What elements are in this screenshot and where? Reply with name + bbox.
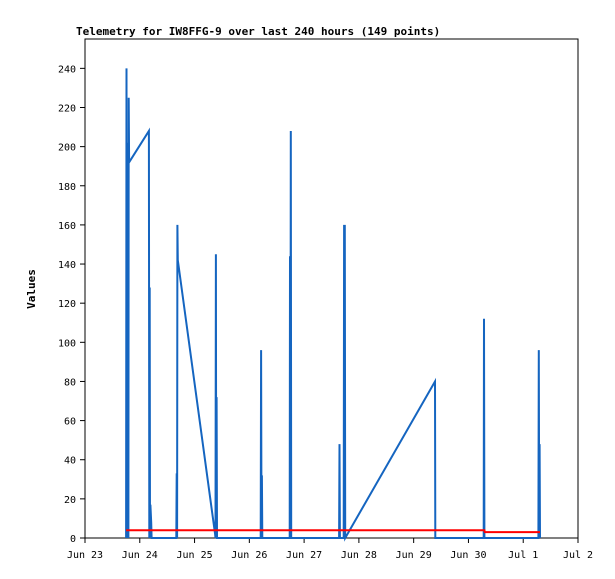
- series-line-1: [126, 529, 540, 534]
- x-axis: Jun 23 Jun 24 Jun 25 Jun 26 Jun 27 Jun 28 Jun …: [67, 538, 593, 561]
- series-line-0: [125, 68, 541, 542]
- x-tick-label: Jun 26: [231, 550, 267, 561]
- y-tick-label: 100: [58, 338, 76, 349]
- x-tick-label: Jun 24: [122, 550, 158, 561]
- y-tick-label: 120: [58, 299, 76, 310]
- chart-title: Telemetry for IW8FFG-9 over last 240 hou…: [76, 25, 440, 38]
- x-tick-label: Jun 27: [286, 550, 322, 561]
- series-layer: [125, 68, 541, 542]
- y-tick-label: 180: [58, 182, 76, 193]
- y-axis: 0 20 40 60 80 100 120 140 160 180 200 220 240: [58, 64, 85, 545]
- y-tick-label: 140: [58, 260, 76, 271]
- y-tick-label: 20: [64, 495, 76, 506]
- y-tick-label: 240: [58, 64, 76, 75]
- y-tick-label: 80: [64, 377, 76, 388]
- y-tick-label: 200: [58, 143, 76, 154]
- x-tick-label: Jun 30: [450, 550, 486, 561]
- y-tick-label: 60: [64, 417, 76, 428]
- x-tick-label: Jun 25: [176, 550, 212, 561]
- y-tick-label: 160: [58, 221, 76, 232]
- x-tick-label: Jul 2: [563, 550, 593, 561]
- y-tick-label: 0: [70, 534, 76, 545]
- x-tick-label: Jun 23: [67, 550, 103, 561]
- x-tick-label: Jun 29: [396, 550, 432, 561]
- y-tick-label: 40: [64, 456, 76, 467]
- y-tick-label: 220: [58, 103, 76, 114]
- y-axis-label: Values: [25, 269, 38, 309]
- x-tick-label: Jun 28: [341, 550, 377, 561]
- x-tick-label: Jul 1: [508, 550, 538, 561]
- plot-frame: [84, 38, 579, 539]
